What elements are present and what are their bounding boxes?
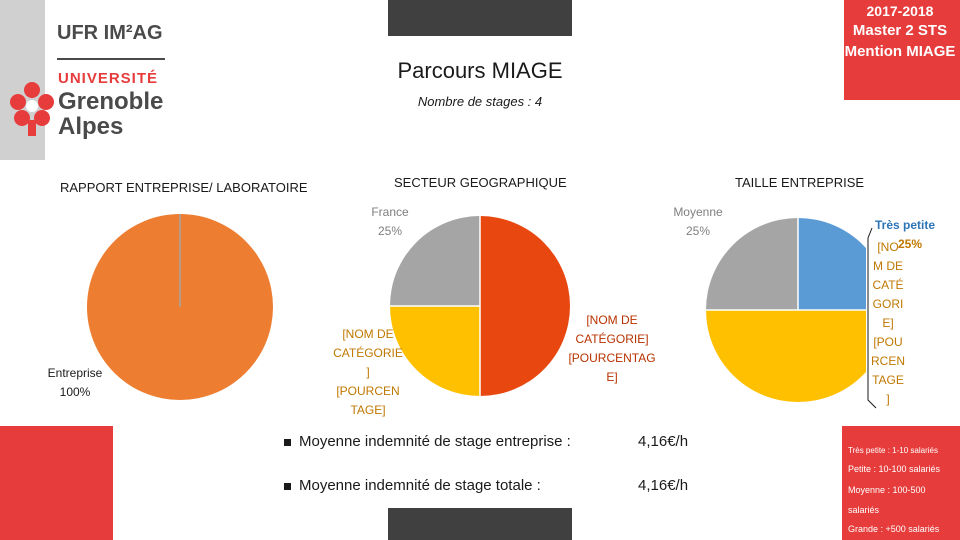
- bottom-left-red-block: [0, 426, 113, 540]
- pie3-right-label-line: [NO: [877, 240, 899, 254]
- stat-entreprise: Moyenne indemnité de stage entreprise :: [284, 433, 571, 450]
- bullet-icon: [284, 438, 291, 446]
- pie2-right-label-line: CATÉGORIE]: [575, 332, 649, 346]
- program-label: Master 2 STS Mention MIAGE: [844, 22, 956, 60]
- pie3-right-label-line: RCEN: [870, 354, 905, 368]
- pie2-left-label: [NOM DE CATÉGORIE ] [POURCEN TAGE]: [328, 325, 408, 420]
- logo-flower-icon: [10, 82, 54, 136]
- pie3-right-label-line: [POU: [873, 335, 903, 349]
- pie2-left-label-line: ]: [366, 365, 370, 379]
- pie2-right-label-line: E]: [606, 370, 618, 384]
- pie2-left-label-line: [NOM DE: [342, 327, 394, 341]
- pie2-slice-yellow: [390, 306, 480, 396]
- pie3-right-label-line: GORI: [872, 297, 904, 311]
- pie3-label-backdrop: [866, 212, 960, 408]
- internship-count: Nombre de stages : 4: [417, 94, 543, 109]
- chart1-title: RAPPORT ENTREPRISE/ LABORATOIRE: [60, 180, 308, 195]
- pie3-moyenne-value: 25%: [685, 224, 711, 238]
- pie3-right-label-line: TAGE: [872, 373, 904, 387]
- pie2-right-label: [NOM DE CATÉGORIE] [POURCENTAG E]: [556, 311, 668, 387]
- pie2-right-label-line: [NOM DE: [586, 313, 638, 327]
- pie3-moyenne-name: Moyenne: [673, 205, 723, 219]
- pie3-right-label-line: M DE: [873, 259, 903, 273]
- pie3-right-label: [NO M DE CATÉ GORI E] [POU RCEN TAGE ]: [864, 238, 912, 409]
- pie3-label-bracket: [867, 227, 877, 409]
- pie3-right-label-line: CATÉ: [872, 278, 904, 292]
- legend-moyenne-cont: salariés: [848, 505, 880, 515]
- top-dark-bar: [388, 0, 572, 36]
- pie1-label-name: Entreprise: [47, 366, 103, 380]
- year-label: 2017-2018: [866, 3, 934, 19]
- bottom-dark-bar: [388, 508, 572, 540]
- stat-entreprise-label: Moyenne indemnité de stage entreprise :: [299, 433, 571, 450]
- size-legend-panel: [842, 426, 960, 540]
- page-title: Parcours MIAGE: [397, 58, 563, 83]
- pie1-label-value: 100%: [59, 385, 91, 399]
- logo-alpes-text: Alpes: [58, 113, 124, 140]
- pie2-left-label-line: [POURCEN: [336, 384, 400, 398]
- pie3-right-label-line: ]: [886, 392, 890, 406]
- pie3-moyenne-label: Moyenne 25%: [658, 203, 738, 241]
- university-logo: UFR IM²AG UNIVERSITÉ Grenoble Alpes: [0, 0, 178, 155]
- pie3-right-label-line: E]: [882, 316, 894, 330]
- stat-totale-value: 4,16€/h: [638, 477, 689, 494]
- bullet-icon: [284, 482, 291, 490]
- pie2-france-name: France: [371, 205, 409, 219]
- pie2-france-label: France 25%: [355, 203, 425, 241]
- program-badge: [844, 0, 960, 100]
- legend-petite: Petite : 10-100 salariés: [848, 464, 941, 474]
- chart1-pie: [87, 214, 273, 400]
- pie2-slice-france: [390, 216, 480, 306]
- pie2-france-value: 25%: [377, 224, 403, 238]
- chart2-title: SECTEUR GEOGRAPHIQUE: [394, 175, 567, 190]
- pie3-percent-label: 25%: [898, 237, 923, 251]
- chart3-title: TAILLE ENTREPRISE: [735, 175, 865, 190]
- chart2-pie: [390, 216, 570, 396]
- stat-entreprise-value: 4,16€/h: [638, 433, 689, 450]
- pie3-slice-moyenne: [706, 218, 798, 310]
- legend-moyenne: Moyenne : 100-500: [848, 485, 926, 495]
- pie1-data-label: Entreprise 100%: [30, 364, 120, 402]
- chart3-pie: [706, 218, 890, 402]
- stat-totale: Moyenne indemnité de stage totale :: [284, 477, 541, 494]
- legend-tres-petite: Très petite : 1-10 salariés: [848, 446, 938, 455]
- pie3-tres-petite-label: Très petite: [874, 218, 936, 232]
- pie2-slice-large: [480, 216, 570, 396]
- logo-grenoble-text: Grenoble: [58, 88, 164, 115]
- logo-divider: [57, 58, 165, 60]
- logo-ufr-text: UFR IM²AG: [57, 22, 163, 44]
- pie2-left-label-line: CATÉGORIE: [333, 346, 403, 360]
- stat-totale-label: Moyenne indemnité de stage totale :: [299, 477, 541, 494]
- left-grey-strip: [0, 0, 45, 160]
- pie2-right-label-line: [POURCENTAG: [568, 351, 656, 365]
- legend-grande: Grande : +500 salariés: [848, 524, 940, 534]
- logo-universite-text: UNIVERSITÉ: [58, 70, 159, 87]
- pie2-left-label-line: TAGE]: [350, 403, 386, 417]
- pie3-slice-yellow: [706, 310, 890, 402]
